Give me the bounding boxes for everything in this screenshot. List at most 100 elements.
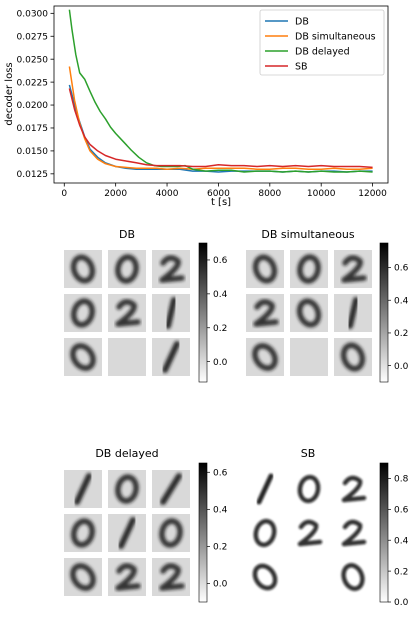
- digit-image-cell: [290, 250, 328, 288]
- digit-glyph-0: [296, 298, 322, 328]
- digit-image-cell: [108, 558, 146, 596]
- colorbar-tick-label: 0.4: [213, 290, 228, 300]
- digit-glyph-0: [70, 343, 96, 371]
- x-tick-label: 10000: [307, 189, 336, 199]
- colorbar-tick-label: 0.4: [213, 506, 228, 516]
- digit-image-cell: [64, 514, 102, 552]
- digit-image-cell: [64, 558, 102, 596]
- digit-image-cell: [290, 514, 328, 552]
- colorbar-tick-label: 0.4: [394, 536, 409, 546]
- digit-image-cell: [152, 514, 190, 552]
- colorbar-tick-label: 0.0: [394, 598, 409, 608]
- panel-db-delayed: DB delayed 0.0 0.2 0.4 0.6: [64, 447, 228, 603]
- digit-glyph-2: [159, 255, 185, 283]
- digit-image-cell: [334, 470, 372, 508]
- digit-image-cell: [152, 470, 190, 508]
- colorbar-tick-label: 0.2: [394, 567, 408, 577]
- colorbar-tick-label: 0.4: [394, 296, 409, 306]
- colorbar-gradient: [379, 462, 389, 603]
- digit-glyph-0: [252, 563, 278, 591]
- digit-image-cell: [64, 250, 102, 288]
- digit-glyph-0: [297, 254, 321, 284]
- x-axis-label: t [s]: [211, 197, 231, 208]
- colorbar: 0.0 0.2 0.4 0.6: [198, 462, 228, 603]
- digit-panels: DB0.00.20.40.6DB simultaneous0.00.20.40.…: [64, 228, 409, 608]
- y-axis-label: decoder loss: [4, 62, 15, 125]
- y-tick-label: 0.0175: [17, 124, 49, 134]
- legend-label-sb: SB: [295, 62, 308, 73]
- digit-glyph-0: [71, 298, 95, 328]
- colorbar-tick-label: 0.6: [394, 506, 409, 516]
- series-line-sb: [68, 88, 373, 169]
- colorbar-tick-label: 0.2: [394, 329, 408, 339]
- legend-label-db: DB: [295, 17, 309, 28]
- legend-label-db-simultaneous: DB simultaneous: [295, 32, 376, 43]
- panel-db-simultaneous: DB simultaneous 0.0 0.2 0.4 0.6: [246, 228, 409, 383]
- digit-image-background: [246, 558, 284, 596]
- digit-image-cell: [290, 558, 328, 596]
- digit-glyph-0: [70, 254, 96, 284]
- digit-glyph-0: [159, 518, 183, 548]
- digit-image-cell: [246, 338, 284, 376]
- series-line-db-delayed: [68, 9, 373, 173]
- colorbar-tick-label: 0.0: [213, 358, 228, 368]
- digit-image-cell: [152, 558, 190, 596]
- digit-image-cell: [246, 250, 284, 288]
- digit-glyph-2: [253, 299, 279, 327]
- colorbar-gradient: [379, 242, 389, 383]
- digit-glyph-0: [252, 343, 278, 371]
- legend-box: [259, 9, 385, 76]
- y-tick-label: 0.0200: [17, 101, 49, 111]
- panel-title: DB delayed: [95, 447, 158, 460]
- digit-glyph-2: [297, 519, 323, 547]
- digit-image-cell: [334, 294, 372, 332]
- digit-glyph-0: [115, 254, 139, 284]
- legend-label-db-delayed: DB delayed: [295, 47, 350, 58]
- digit-glyph-0: [297, 474, 321, 504]
- panel-sb: SB 0.0 0.2 0.4 0.6 0.8: [246, 447, 409, 608]
- digit-glyph-1: [118, 517, 136, 549]
- panel-title: DB: [119, 228, 135, 241]
- y-tick-label: 0.0275: [17, 32, 49, 42]
- digit-image-cell: [246, 558, 284, 596]
- digit-glyph-0: [115, 474, 139, 504]
- digit-image-cell: [152, 338, 190, 376]
- digit-image-cell: [108, 338, 146, 376]
- panel-title: DB simultaneous: [261, 228, 355, 241]
- digit-glyph-0: [71, 518, 95, 548]
- digit-glyph-0: [70, 563, 96, 591]
- digit-glyph-2: [341, 475, 367, 503]
- digit-glyph-2: [115, 563, 141, 591]
- colorbar-tick-label: 0.2: [213, 543, 227, 553]
- y-tick-label: 0.0225: [17, 78, 49, 88]
- loss-line-chart: 0 2000 4000 6000 8000 10000 12000 0.0125 0.0150…: [4, 5, 389, 208]
- digit-image-cell: [290, 470, 328, 508]
- digit-image-cell: [108, 294, 146, 332]
- digit-image-cell: [152, 250, 190, 288]
- colorbar-tick-label: 0.8: [394, 475, 409, 485]
- panel-db: DB 0.0 0.2 0.4 0.6: [64, 228, 228, 383]
- digit-image-cell: [108, 514, 146, 552]
- digit-glyph-1: [74, 473, 92, 505]
- digit-glyph-1: [165, 297, 177, 329]
- digit-image-cell: [290, 338, 328, 376]
- digit-glyph-2: [341, 255, 367, 283]
- digit-glyph-0: [341, 563, 365, 591]
- colorbar: 0.0 0.2 0.4 0.6 0.8: [379, 462, 409, 608]
- colorbar-tick-label: 0.6: [213, 468, 228, 478]
- digit-image-cell: [64, 470, 102, 508]
- digit-glyph-1: [162, 341, 180, 373]
- digit-glyph-2: [341, 519, 367, 547]
- digit-image-cell: [152, 294, 190, 332]
- digit-image-cell: [108, 250, 146, 288]
- digit-image-cell: [334, 514, 372, 552]
- colorbar-tick-label: 0.0: [213, 580, 228, 590]
- series-lines: [68, 9, 373, 173]
- digit-image-cell: [334, 338, 372, 376]
- digit-glyph-2: [159, 563, 185, 591]
- digit-glyph-0: [253, 518, 277, 548]
- digit-image-cell: [108, 470, 146, 508]
- y-tick-label: 0.0250: [17, 55, 49, 65]
- digit-image-cell: [64, 338, 102, 376]
